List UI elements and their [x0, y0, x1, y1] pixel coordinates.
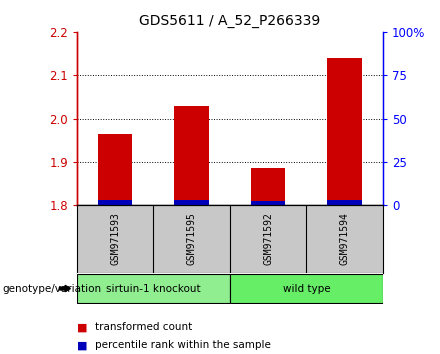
Bar [251, 169, 285, 205]
Title: GDS5611 / A_52_P266339: GDS5611 / A_52_P266339 [139, 14, 320, 28]
Bar [77, 274, 230, 303]
Bar [230, 274, 383, 303]
Text: transformed count: transformed count [95, 322, 192, 332]
Text: GSM971592: GSM971592 [263, 212, 273, 266]
Text: wild type: wild type [282, 284, 330, 293]
Text: ■: ■ [77, 340, 88, 350]
Text: GSM971593: GSM971593 [110, 212, 120, 266]
Text: ■: ■ [77, 322, 88, 332]
Text: GSM971594: GSM971594 [340, 212, 349, 266]
Bar [327, 200, 362, 205]
Text: percentile rank within the sample: percentile rank within the sample [95, 340, 271, 350]
Text: sirtuin-1 knockout: sirtuin-1 knockout [106, 284, 201, 293]
Bar [98, 200, 132, 205]
Text: GSM971595: GSM971595 [187, 212, 197, 266]
Bar [175, 105, 209, 205]
Bar [175, 200, 209, 205]
Bar [98, 134, 132, 205]
Bar [327, 58, 362, 205]
Bar [251, 201, 285, 205]
Text: genotype/variation: genotype/variation [2, 284, 101, 293]
